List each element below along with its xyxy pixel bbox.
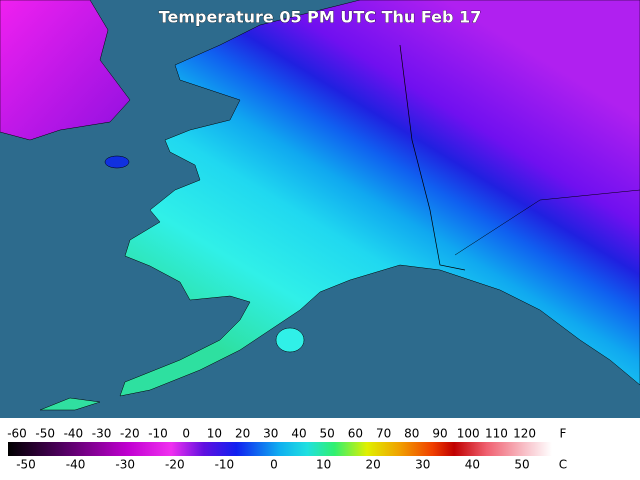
island (104, 155, 130, 169)
fahrenheit-label: -40 (64, 427, 84, 441)
color-bar (8, 442, 552, 456)
alaska-canada-land (119, 0, 640, 397)
celsius-unit: C (559, 458, 567, 472)
island (275, 327, 305, 353)
celsius-label: -40 (66, 458, 86, 472)
fahrenheit-label: 30 (263, 427, 278, 441)
fahrenheit-label: -60 (7, 427, 27, 441)
celsius-label: 10 (316, 458, 331, 472)
fahrenheit-label: 20 (235, 427, 250, 441)
celsius-label: 40 (465, 458, 480, 472)
celsius-label: 30 (415, 458, 430, 472)
fahrenheit-unit: F (560, 427, 567, 441)
fahrenheit-label: -30 (92, 427, 112, 441)
russia-land (0, 0, 131, 141)
fahrenheit-label: 40 (291, 427, 306, 441)
fahrenheit-label: 80 (404, 427, 419, 441)
fahrenheit-label: -10 (148, 427, 168, 441)
celsius-label: 20 (366, 458, 381, 472)
celsius-label: -20 (165, 458, 185, 472)
fahrenheit-label: 50 (320, 427, 335, 441)
fahrenheit-label: 10 (207, 427, 222, 441)
map-title: Temperature 05 PM UTC Thu Feb 17 (159, 8, 482, 27)
celsius-label: -50 (16, 458, 36, 472)
fahrenheit-label: 0 (182, 427, 190, 441)
fahrenheit-label: -20 (120, 427, 140, 441)
fahrenheit-label: 60 (348, 427, 363, 441)
island (39, 397, 101, 411)
celsius-label: -30 (115, 458, 135, 472)
celsius-label: -10 (215, 458, 235, 472)
fahrenheit-label: 90 (432, 427, 447, 441)
border-line (399, 44, 466, 271)
fahrenheit-label: 120 (513, 427, 536, 441)
fahrenheit-label: 100 (457, 427, 480, 441)
celsius-label: 0 (270, 458, 278, 472)
fahrenheit-label: 70 (376, 427, 391, 441)
celsius-label: 50 (514, 458, 529, 472)
fahrenheit-label: -50 (35, 427, 55, 441)
fahrenheit-label: 110 (485, 427, 508, 441)
border-line (454, 189, 640, 256)
